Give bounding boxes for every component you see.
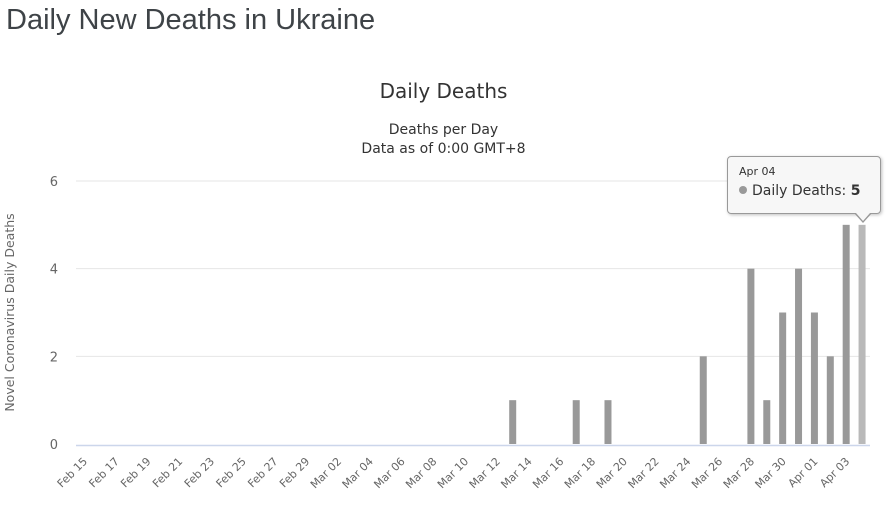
- x-tick-label-mar-06: Mar 06: [371, 455, 407, 491]
- x-tick-label-feb-27: Feb 27: [245, 455, 280, 490]
- y-tick-label-2: 2: [50, 350, 58, 365]
- x-tick-label-mar-12: Mar 12: [467, 455, 503, 491]
- x-tick-label-feb-19: Feb 19: [118, 455, 153, 490]
- bar-mar-28[interactable]: [747, 268, 755, 444]
- x-tick-label-feb-23: Feb 23: [182, 455, 217, 490]
- tooltip-date: Apr 04: [739, 165, 776, 178]
- tooltip-value: 5: [850, 183, 861, 199]
- bar-mar-25[interactable]: [699, 356, 707, 444]
- x-tick-label-mar-18: Mar 18: [562, 455, 598, 491]
- x-tick-label-feb-17: Feb 17: [86, 455, 121, 490]
- x-tick-label-apr-03: Apr 03: [817, 455, 852, 490]
- tooltip-series-row: Daily Deaths: 5: [739, 183, 870, 199]
- x-tick-label-mar-28: Mar 28: [721, 455, 757, 491]
- chart-subtitle-line1: Deaths per Day: [388, 122, 499, 138]
- bar-apr-01[interactable]: [810, 312, 818, 445]
- x-tick-label-mar-02: Mar 02: [308, 455, 344, 491]
- y-axis-title: Novel Coronavirus Daily Deaths: [2, 213, 17, 411]
- bar-apr-02[interactable]: [826, 356, 834, 444]
- bar-mar-17[interactable]: [572, 400, 580, 444]
- x-tick-label-mar-14: Mar 14: [498, 455, 534, 491]
- x-tick-label-feb-29: Feb 29: [277, 455, 312, 490]
- x-tick-label-mar-22: Mar 22: [626, 455, 662, 491]
- x-tick-label-mar-08: Mar 08: [403, 455, 439, 491]
- chart-subtitle-line2: Data as of 0:00 GMT+8: [361, 141, 526, 157]
- page-title: Daily New Deaths in Ukraine: [6, 4, 376, 36]
- bar-apr-03[interactable]: [842, 224, 850, 444]
- x-tick-label-feb-15: Feb 15: [55, 455, 90, 490]
- x-tick-label-feb-25: Feb 25: [214, 455, 249, 490]
- x-tick-label-mar-24: Mar 24: [657, 455, 693, 491]
- x-tick-label-mar-20: Mar 20: [594, 455, 630, 491]
- bar-mar-13[interactable]: [509, 400, 517, 444]
- chart-tooltip: Apr 04 Daily Deaths: 5: [727, 156, 881, 223]
- x-tick-label-mar-10: Mar 10: [435, 455, 471, 491]
- chart-title: Daily Deaths: [379, 79, 508, 103]
- x-tick-label-feb-21: Feb 21: [150, 455, 185, 490]
- x-tick-label-mar-30: Mar 30: [753, 455, 789, 491]
- x-tick-label-mar-26: Mar 26: [689, 455, 725, 491]
- bar-apr-04[interactable]: [858, 224, 866, 444]
- bar-mar-19[interactable]: [604, 400, 612, 444]
- bar-mar-31[interactable]: [795, 268, 803, 444]
- bar-mar-29[interactable]: [763, 400, 771, 444]
- x-tick-label-mar-16: Mar 16: [530, 455, 566, 491]
- tooltip-series-label: Daily Deaths:: [752, 183, 847, 199]
- y-tick-label-0: 0: [50, 438, 58, 453]
- x-tick-label-mar-04: Mar 04: [340, 455, 376, 491]
- series-bullet-icon: [739, 186, 747, 194]
- y-tick-label-6: 6: [50, 175, 58, 190]
- y-tick-label-4: 4: [50, 263, 58, 278]
- bar-mar-30[interactable]: [779, 312, 787, 445]
- x-tick-label-apr-01: Apr 01: [786, 455, 821, 490]
